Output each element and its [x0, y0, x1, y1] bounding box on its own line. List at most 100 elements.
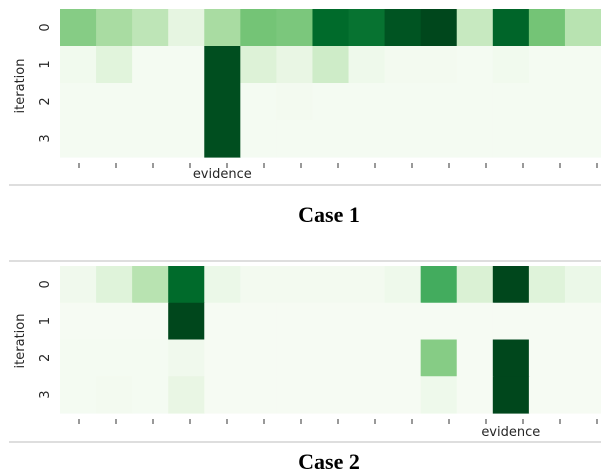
case-caption: Case 2: [298, 449, 360, 472]
heatmap-cell: [204, 339, 241, 377]
heatmap-cell: [420, 376, 458, 414]
heatmap-cell: [168, 339, 205, 377]
heatmap-cell: [168, 120, 205, 158]
y-tick-labels: 0 1 2 3: [38, 23, 53, 142]
heatmap-cell: [204, 120, 241, 158]
heatmap-cell: [96, 9, 133, 47]
heatmap-cell: [456, 339, 494, 377]
heatmap-cell: [528, 266, 566, 304]
heatmap-cell: [456, 46, 494, 84]
heatmap-cell: [492, 120, 530, 158]
heatmap-cell: [348, 339, 386, 377]
y-tick-label: 0: [38, 280, 53, 288]
heatmap-cell: [132, 120, 169, 158]
heatmap-cell: [276, 339, 314, 377]
heatmap-cell: [312, 339, 350, 377]
heatmap-cell: [60, 83, 97, 121]
heatmap-cell: [96, 46, 133, 84]
heatmap-cell: [168, 83, 205, 121]
heatmap-panel-case-1: 0 1 2 3 iteration evidence Case 1: [9, 9, 601, 227]
heatmap-cells: [60, 9, 601, 158]
heatmap-cell: [312, 83, 350, 121]
heatmap-cell: [384, 302, 422, 341]
x-tick-marks: [78, 163, 598, 168]
heatmap-cell: [204, 9, 241, 47]
heatmap-cell: [348, 120, 386, 158]
heatmap-cell: [132, 266, 169, 304]
heatmap-cell: [420, 9, 458, 47]
heatmap-cell: [456, 302, 494, 341]
heatmap-cell: [564, 46, 601, 84]
heatmap-cell: [528, 9, 566, 47]
heatmap-cell: [276, 120, 314, 158]
heatmap-cell: [384, 120, 422, 158]
heatmap-cell: [240, 120, 277, 158]
heatmap-cell: [132, 46, 169, 84]
heatmap-cell: [60, 266, 97, 304]
heatmap-cell: [420, 266, 458, 304]
heatmap-cell: [348, 46, 386, 84]
heatmap-cell: [564, 120, 601, 158]
heatmap-cell: [492, 46, 530, 84]
heatmap-cell: [312, 376, 350, 414]
heatmap-cell: [132, 83, 169, 121]
y-tick-labels: 0 1 2 3: [38, 280, 53, 398]
heatmap-cell: [456, 266, 494, 304]
y-tick-label: 3: [38, 134, 53, 142]
heatmap-cell: [60, 339, 97, 377]
heatmap-panel-case-2: 0 1 2 3 iteration evidence Case 2: [9, 260, 601, 472]
heatmap-cell: [384, 339, 422, 377]
heatmap-cell: [168, 46, 205, 84]
heatmap-cell: [564, 302, 601, 341]
heatmap-cell: [564, 339, 601, 377]
heatmap-cell: [348, 376, 386, 414]
heatmap-cell: [132, 302, 169, 341]
heatmap-cell: [240, 376, 277, 414]
heatmap-cell: [384, 266, 422, 304]
heatmap-cell: [456, 120, 494, 158]
heatmap-cell: [528, 376, 566, 414]
heatmap-cell: [384, 46, 422, 84]
heatmap-cell: [276, 302, 314, 341]
heatmap-cell: [384, 83, 422, 121]
heatmap-cell: [60, 120, 97, 158]
heatmap-cell: [420, 46, 458, 84]
heatmap-cell: [276, 83, 314, 121]
heatmap-cell: [60, 376, 97, 414]
heatmap-cell: [168, 376, 205, 414]
y-tick-label: 0: [38, 23, 53, 31]
heatmap-cell: [492, 9, 530, 47]
heatmap-cell: [60, 302, 97, 341]
heatmap-cell: [276, 9, 314, 47]
heatmap-cell: [492, 302, 530, 341]
heatmap-cell: [168, 9, 205, 47]
heatmap-cell: [240, 83, 277, 121]
heatmap-cell: [168, 302, 205, 341]
heatmap-cell: [420, 120, 458, 158]
heatmap-cell: [312, 120, 350, 158]
heatmap-cell: [276, 266, 314, 304]
heatmap-cell: [240, 46, 277, 84]
heatmap-cell: [492, 376, 530, 414]
x-annotation-evidence: evidence: [481, 425, 540, 440]
heatmap-cell: [456, 83, 494, 121]
heatmap-cell: [132, 339, 169, 377]
heatmap-cell: [204, 376, 241, 414]
y-axis-label: iteration: [13, 314, 28, 369]
y-tick-label: 2: [38, 354, 53, 362]
heatmap-cell: [384, 376, 422, 414]
y-tick-label: 3: [38, 390, 53, 398]
heatmap-cell: [348, 302, 386, 341]
heatmap-cell: [60, 9, 97, 47]
heatmap-cell: [240, 302, 277, 341]
heatmap-cell: [312, 9, 350, 47]
heatmap-cell: [420, 339, 458, 377]
x-annotation-evidence: evidence: [193, 167, 252, 182]
heatmap-cell: [96, 302, 133, 341]
heatmap-cell: [96, 83, 133, 121]
heatmap-cell: [96, 339, 133, 377]
heatmap-cell: [348, 266, 386, 304]
heatmap-cell: [132, 9, 169, 47]
heatmap-cell: [528, 302, 566, 341]
heatmap-cell: [528, 120, 566, 158]
